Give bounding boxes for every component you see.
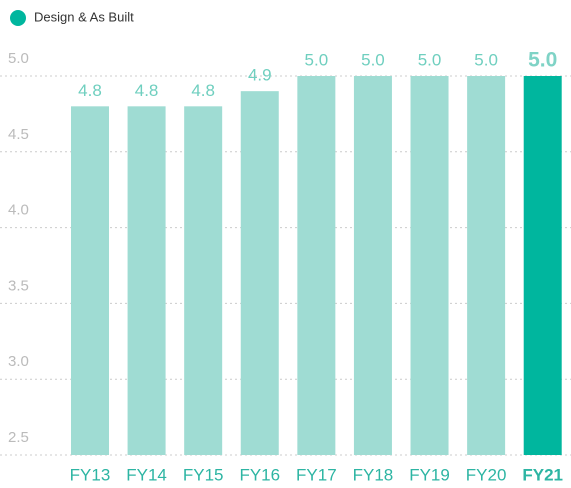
x-tick-label: FY17 <box>296 465 337 484</box>
value-label: 4.9 <box>248 66 272 85</box>
y-tick-label: 5.0 <box>8 50 29 67</box>
y-tick-label: 3.0 <box>8 353 29 370</box>
value-label: 5.0 <box>474 50 498 69</box>
x-tick-label: FY20 <box>466 465 507 484</box>
x-tick-label: FY21 <box>522 465 563 484</box>
value-label: 5.0 <box>528 49 557 72</box>
legend-label: Design & As Built <box>34 9 134 24</box>
bar <box>297 76 336 455</box>
bar <box>127 106 166 455</box>
bar <box>410 76 449 455</box>
x-tick-label: FY13 <box>70 465 111 484</box>
bar <box>70 106 109 455</box>
x-tick-label: FY15 <box>183 465 224 484</box>
value-label: 4.8 <box>135 81 159 100</box>
value-label: 4.8 <box>191 81 215 100</box>
y-tick-label: 4.0 <box>8 202 29 219</box>
x-tick-label: FY16 <box>239 465 280 484</box>
x-tick-label: FY19 <box>409 465 450 484</box>
value-label: 5.0 <box>305 50 329 69</box>
bar <box>523 76 562 455</box>
bar <box>240 91 279 455</box>
legend-swatch <box>10 10 26 26</box>
bar <box>184 106 223 455</box>
value-label: 5.0 <box>418 50 442 69</box>
x-tick-label: FY14 <box>126 465 167 484</box>
y-tick-label: 4.5 <box>8 126 29 143</box>
value-label: 4.8 <box>78 81 102 100</box>
y-tick-label: 3.5 <box>8 277 29 294</box>
bar <box>467 76 506 455</box>
value-label: 5.0 <box>361 50 385 69</box>
x-tick-label: FY18 <box>353 465 394 484</box>
bar <box>353 76 392 455</box>
y-tick-label: 2.5 <box>8 429 29 446</box>
